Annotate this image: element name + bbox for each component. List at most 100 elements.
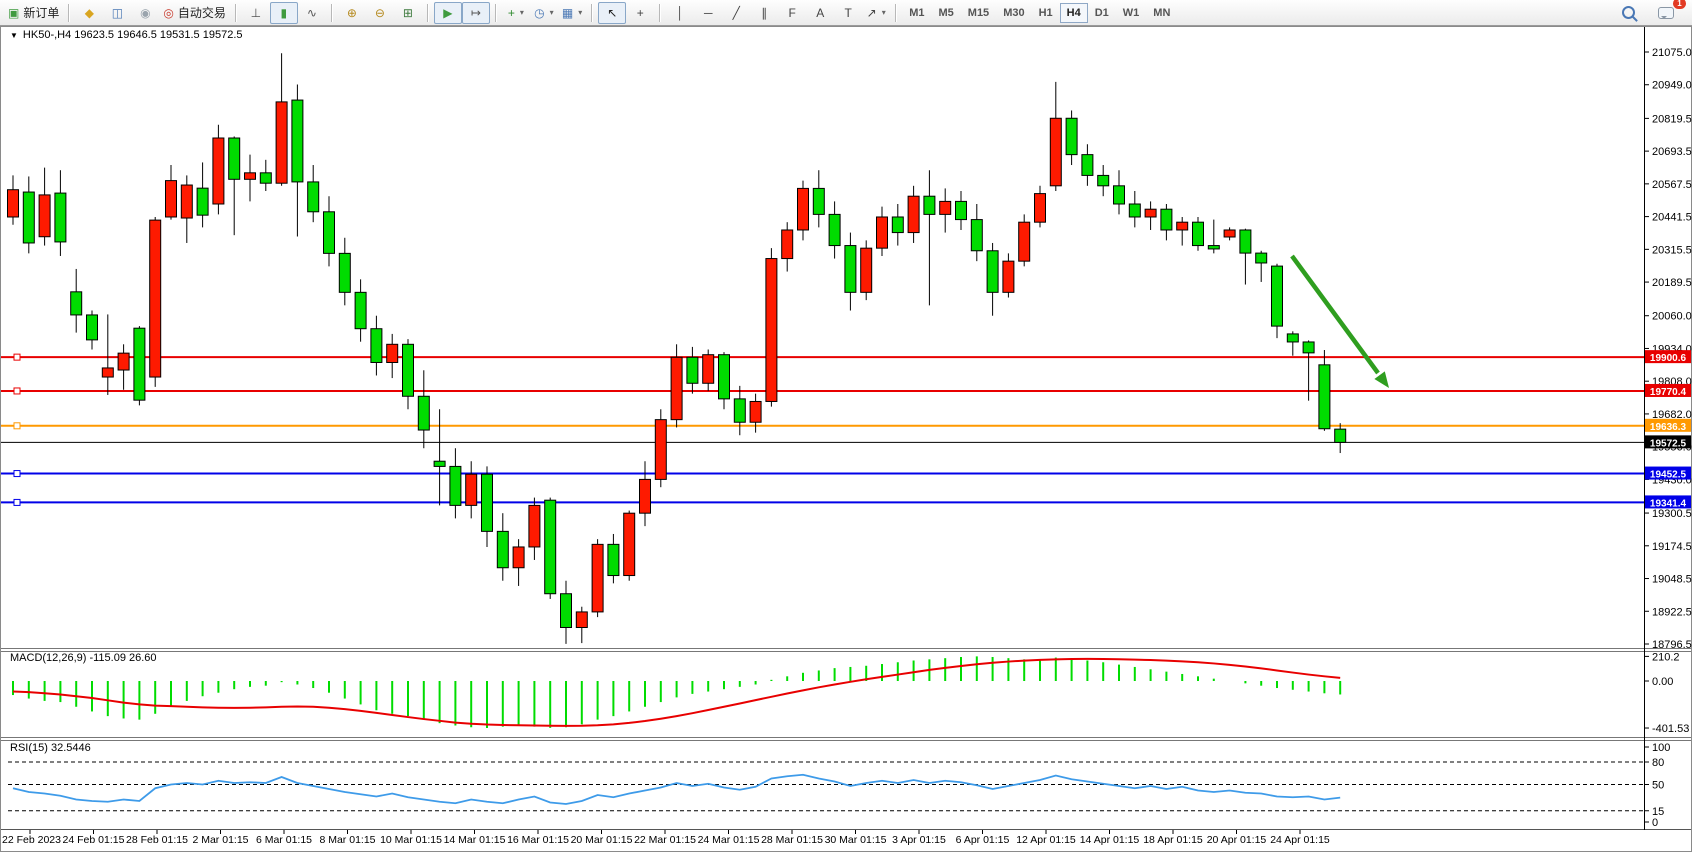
svg-text:10 Mar 01:15: 10 Mar 01:15 [380,834,442,846]
timeframe-mn[interactable]: MN [1153,6,1171,19]
cursor-button[interactable]: ↖ [598,1,627,24]
channel-button[interactable]: ∥ [750,2,778,24]
new-order-button-label: 新订单 [23,6,60,20]
svg-text:12 Apr 01:15: 12 Apr 01:15 [1016,834,1076,846]
candle [338,252,351,293]
timeframe-h1[interactable]: H1 [1038,6,1053,19]
toolbar-separator [68,3,71,22]
text-label-button[interactable]: T [834,2,862,24]
candle [844,245,857,293]
candle [860,247,873,293]
fibonacci-button[interactable]: F [778,2,806,24]
current-price-line: 19572.5 [1,435,1691,449]
candle [575,611,588,629]
candle [291,99,304,183]
bar-chart-button[interactable]: ⊥ [242,2,270,24]
resistance-line-2[interactable]: 19770.4 [1,383,1691,398]
crosshair-button[interactable]: + [626,2,654,24]
chevron-down-icon[interactable]: ▾ [519,8,524,17]
svg-text:2 Mar 01:15: 2 Mar 01:15 [192,834,248,846]
timeframe-m5[interactable]: M5 [938,6,954,19]
candle [101,367,114,378]
arrows-button[interactable]: ↗ ▾ [862,2,890,24]
svg-text:0.00: 0.00 [1652,676,1673,688]
time-axis[interactable]: 22 Feb 2023 24 Feb 01:15 28 Feb 01:15 2 Mar… [2,830,1330,846]
svg-text:20 Mar 01:15: 20 Mar 01:15 [571,834,633,846]
auto-trading-button[interactable]: ◎ 自动交易 [159,2,230,24]
chart-header: ▼ HK50-,H4 19623.5 19646.5 19531.5 19572… [10,29,243,41]
text-button[interactable]: A [806,2,834,24]
indicators-button[interactable]: + ▾ [502,2,530,24]
horizontal-line-button[interactable]: ─ [694,2,722,24]
candle [354,291,367,330]
candle [797,187,809,231]
toolbar-group: ▶ ↦ [433,1,490,24]
collapse-chart-icon[interactable]: ▼ [10,30,18,40]
candle [1002,260,1015,293]
candle [1223,229,1236,238]
candle [1018,221,1031,262]
new-order-button[interactable]: ▣ 新订单 [4,2,63,24]
templates-button[interactable]: ▦ ▾ [558,2,586,24]
timeframe-m30[interactable]: M30 [1003,6,1025,19]
candle [1207,245,1220,250]
candle [812,187,825,215]
search-button[interactable] [1614,2,1642,24]
timeframe-m15[interactable]: M15 [967,6,990,19]
support-line-blue-1[interactable]: 19452.5 [1,466,1691,481]
candle [449,465,462,506]
support-line-blue-2[interactable]: 19341.4 [1,495,1691,509]
crosshair-icon: + [636,5,644,20]
svg-text:16 Mar 01:15: 16 Mar 01:15 [507,834,569,846]
svg-text:6 Mar 01:15: 6 Mar 01:15 [256,834,312,846]
auto-trading-button-label: 自动交易 [177,6,226,20]
chevron-down-icon[interactable]: ▾ [549,8,554,17]
candle [275,101,288,184]
candle [528,504,541,548]
candle [1081,154,1094,176]
candle [670,356,683,421]
chart-shift-button[interactable]: ↦ [461,1,490,24]
timeframe-w1[interactable]: W1 [1122,6,1140,19]
chevron-down-icon[interactable]: ▾ [578,8,583,17]
line-chart-button[interactable]: ∿ [298,2,326,24]
candlestick-series [7,53,1347,644]
auto-scroll-button[interactable]: ▶ [433,1,462,24]
chat-icon [1658,6,1674,19]
support-line-orange[interactable]: 19636.3 [1,418,1691,433]
chart-title: HK50-,H4 19623.5 19646.5 19531.5 19572.5 [22,29,243,41]
quotes-button[interactable]: ◆ [75,2,103,24]
toolbar-group: │ ─ ╱ ∥ F A T ↗ ▾ [666,2,890,24]
svg-text:20819.5: 20819.5 [1652,113,1692,125]
zoom-out-button[interactable]: ⊖ [366,2,394,24]
candle [891,216,904,234]
resistance-line-1[interactable]: 19900.6 [1,350,1691,364]
timeframe-m1[interactable]: M1 [909,6,925,19]
price-axis[interactable]: 21075.0 20949.0 20819.5 20693.5 20567.5 20441… [1644,47,1692,651]
svg-text:15: 15 [1652,806,1664,818]
candlestick-button[interactable]: ▮ [269,1,298,24]
svg-text:19682.0: 19682.0 [1652,409,1692,421]
timeframe-group: M1 M5 M15 M30 H1 H4 D1 W1 MN [902,2,1177,23]
vertical-line-button[interactable]: │ [666,2,694,24]
chevron-down-icon[interactable]: ▾ [881,8,886,17]
market-watch-button[interactable]: ◫ [103,2,131,24]
candle [228,137,241,180]
candle [323,211,335,254]
timeframe-h4[interactable]: H4 [1059,2,1088,23]
tile-windows-button[interactable]: ⊞ [394,2,422,24]
periods-button[interactable]: ◷ ▾ [530,2,558,24]
timeframe-d1[interactable]: D1 [1094,6,1109,19]
tile-windows-icon: ⊞ [402,5,413,20]
trend-arrow[interactable] [1290,254,1389,388]
chat-button[interactable]: 1 [1652,0,1686,24]
zoom-in-button[interactable]: ⊕ [338,2,366,24]
candle [1049,117,1062,187]
quotes-icon: ◆ [84,5,94,20]
arrows-icon: ↗ [866,5,877,20]
trendline-button[interactable]: ╱ [722,2,750,24]
svg-text:22 Feb 2023: 22 Feb 2023 [2,834,61,846]
signals-button[interactable]: ◉ [131,2,159,24]
svg-text:19048.5: 19048.5 [1652,574,1692,586]
